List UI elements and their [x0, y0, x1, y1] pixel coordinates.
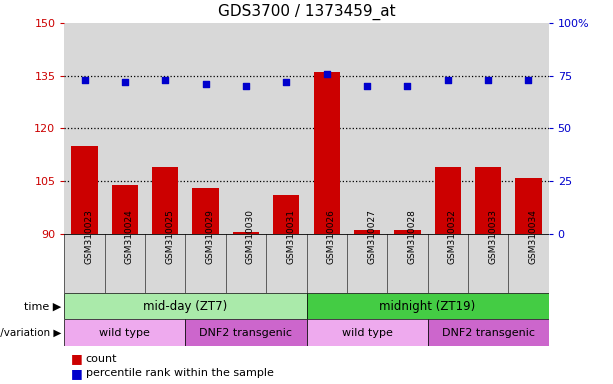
- Bar: [427, 234, 468, 293]
- Text: GSM310028: GSM310028: [408, 209, 416, 264]
- Point: [322, 71, 332, 77]
- Bar: [508, 23, 549, 234]
- Bar: [387, 234, 428, 293]
- Text: ■: ■: [70, 353, 82, 366]
- Bar: [64, 234, 105, 293]
- Bar: [226, 23, 266, 234]
- Point: [161, 77, 170, 83]
- Text: GSM310034: GSM310034: [528, 209, 538, 264]
- Bar: [387, 23, 428, 234]
- Point: [483, 77, 493, 83]
- Bar: [273, 195, 299, 234]
- Text: count: count: [86, 354, 117, 364]
- Text: GSM310023: GSM310023: [85, 209, 94, 264]
- Bar: [233, 232, 259, 234]
- Bar: [306, 293, 549, 319]
- Bar: [152, 167, 178, 234]
- Point: [200, 81, 210, 87]
- Text: mid-day (ZT7): mid-day (ZT7): [143, 300, 227, 313]
- Title: GDS3700 / 1373459_at: GDS3700 / 1373459_at: [218, 4, 395, 20]
- Bar: [306, 319, 428, 346]
- Text: genotype/variation ▶: genotype/variation ▶: [0, 328, 61, 338]
- Text: midnight (ZT19): midnight (ZT19): [379, 300, 476, 313]
- Bar: [306, 23, 347, 234]
- Text: GSM310026: GSM310026: [327, 209, 336, 264]
- Bar: [516, 178, 541, 234]
- Text: GSM310029: GSM310029: [205, 209, 215, 264]
- Bar: [145, 234, 185, 293]
- Bar: [347, 234, 387, 293]
- Text: percentile rank within the sample: percentile rank within the sample: [86, 368, 273, 378]
- Bar: [192, 188, 219, 234]
- Bar: [64, 293, 306, 319]
- Bar: [72, 146, 97, 234]
- Bar: [347, 23, 387, 234]
- Text: time ▶: time ▶: [24, 301, 61, 311]
- Bar: [105, 234, 145, 293]
- Point: [281, 79, 291, 85]
- Text: ■: ■: [70, 367, 82, 380]
- Text: GSM310025: GSM310025: [166, 209, 174, 264]
- Text: GSM310030: GSM310030: [246, 209, 255, 264]
- Point: [362, 83, 372, 89]
- Text: GSM310024: GSM310024: [125, 209, 134, 264]
- Text: wild type: wild type: [341, 328, 392, 338]
- Bar: [226, 234, 266, 293]
- Bar: [64, 319, 186, 346]
- Point: [443, 77, 452, 83]
- Text: GSM310032: GSM310032: [447, 209, 457, 264]
- Bar: [314, 72, 340, 234]
- Bar: [266, 234, 306, 293]
- Text: wild type: wild type: [99, 328, 150, 338]
- Text: DNF2 transgenic: DNF2 transgenic: [199, 328, 292, 338]
- Bar: [508, 234, 549, 293]
- Point: [241, 83, 251, 89]
- Bar: [186, 319, 306, 346]
- Point: [80, 77, 89, 83]
- Bar: [475, 167, 501, 234]
- Bar: [64, 23, 105, 234]
- Bar: [266, 23, 306, 234]
- Bar: [468, 234, 508, 293]
- Bar: [145, 23, 185, 234]
- Point: [524, 77, 533, 83]
- Text: DNF2 transgenic: DNF2 transgenic: [441, 328, 535, 338]
- Bar: [394, 230, 421, 234]
- Bar: [306, 234, 347, 293]
- Bar: [112, 185, 138, 234]
- Bar: [185, 234, 226, 293]
- Point: [403, 83, 413, 89]
- Text: GSM310027: GSM310027: [367, 209, 376, 264]
- Bar: [468, 23, 508, 234]
- Bar: [354, 230, 380, 234]
- Bar: [185, 23, 226, 234]
- Bar: [435, 167, 461, 234]
- Bar: [105, 23, 145, 234]
- Text: GSM310033: GSM310033: [488, 209, 497, 264]
- Point: [120, 79, 130, 85]
- Bar: [428, 319, 549, 346]
- Bar: [427, 23, 468, 234]
- Text: GSM310031: GSM310031: [286, 209, 295, 264]
